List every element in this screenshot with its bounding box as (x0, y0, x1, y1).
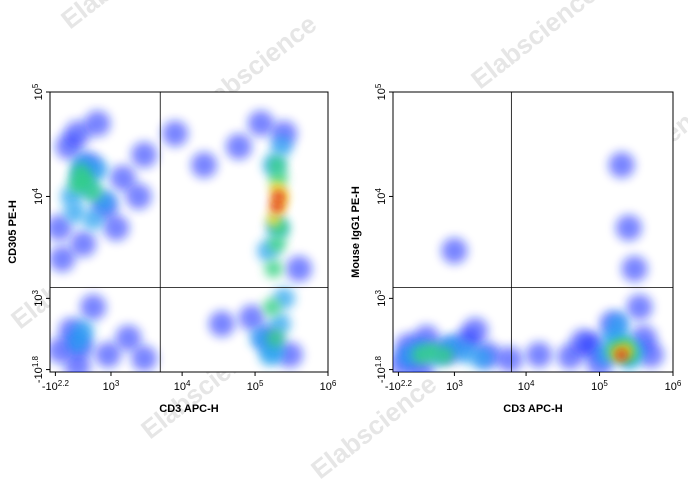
x-tick-label: 103 (103, 379, 120, 393)
point (115, 325, 142, 352)
point (435, 346, 454, 365)
point (247, 110, 274, 137)
y-tick-label: -101.8 (374, 356, 388, 384)
points (393, 152, 664, 372)
point (238, 304, 265, 331)
y-axis-label: Mouse IgG1 PE-H (350, 186, 362, 278)
point (50, 214, 72, 241)
point (270, 135, 293, 158)
x-tick-label: 103 (446, 379, 463, 393)
point (258, 343, 281, 366)
points (50, 110, 312, 372)
y-tick-label: 103 (31, 289, 45, 306)
point (615, 214, 642, 241)
point (441, 237, 468, 264)
point (64, 120, 91, 147)
y-tick-label: 105 (374, 83, 388, 100)
x-tick-label: 105 (247, 379, 264, 393)
point (262, 298, 281, 317)
point (125, 183, 152, 210)
y-tick-label: 103 (374, 289, 388, 306)
point (266, 212, 281, 227)
point (621, 255, 648, 282)
point (225, 133, 252, 160)
x-tick-label: -102.2 (42, 379, 70, 393)
y-tick-label: 105 (31, 83, 45, 100)
x-tick-label: -102.2 (385, 379, 413, 393)
point (496, 346, 523, 372)
point (70, 230, 97, 257)
point (268, 156, 287, 175)
plot: -102.2 103 104 105 106 -101.8 103 104 105 CD3 APC… (350, 83, 682, 415)
point (84, 110, 111, 137)
point (131, 141, 158, 168)
point (191, 152, 218, 179)
point (272, 190, 285, 203)
point (208, 310, 235, 337)
point (271, 200, 284, 213)
point (471, 347, 494, 370)
point (84, 183, 103, 202)
point (109, 165, 136, 192)
x-tick-label: 106 (320, 379, 337, 393)
x-tick-label: 104 (174, 379, 191, 393)
point (66, 331, 89, 354)
point (82, 208, 105, 231)
point (266, 329, 285, 348)
point (64, 353, 91, 372)
point (268, 234, 287, 253)
point (131, 345, 158, 372)
point (103, 214, 130, 241)
watermark: Elabscience (55, 0, 192, 35)
point (462, 317, 489, 344)
point (626, 294, 653, 321)
plot: -102.2 103 104 105 106 -101.8 103 104 105 CD3 APC… (7, 83, 337, 415)
point (95, 341, 122, 368)
y-axis-label: CD305 PE-H (7, 200, 19, 264)
point (63, 201, 86, 224)
point (162, 120, 189, 147)
x-tick-label: 105 (591, 379, 608, 393)
y-tick-label: -101.8 (31, 356, 45, 384)
point (570, 329, 597, 356)
x-axis-label: CD3 APC-H (503, 403, 563, 415)
point (285, 255, 312, 282)
y-tick-label: 104 (31, 188, 45, 205)
point (264, 259, 283, 278)
x-tick-label: 106 (665, 379, 682, 393)
point (615, 348, 628, 361)
y-tick-label: 104 (374, 188, 388, 205)
point (608, 152, 635, 179)
point (50, 245, 76, 272)
watermark: Elabscience (465, 0, 602, 95)
point (607, 312, 630, 335)
point (80, 294, 107, 321)
x-tick-label: 104 (518, 379, 535, 393)
point (526, 341, 553, 368)
x-axis-label: CD3 APC-H (159, 403, 219, 415)
point (71, 163, 90, 182)
